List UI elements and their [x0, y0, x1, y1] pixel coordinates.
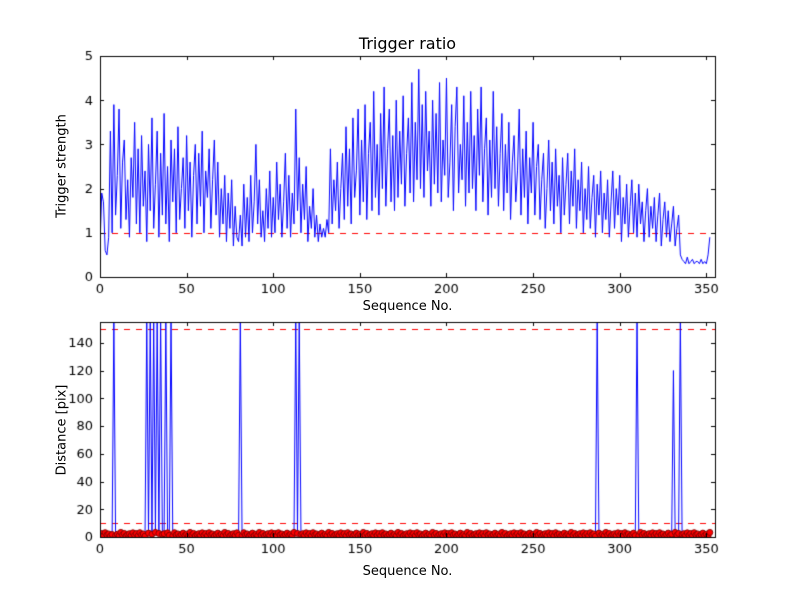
- chart-title: Trigger ratio: [358, 34, 457, 53]
- top-yaxis-label: Trigger strength: [54, 114, 70, 218]
- bottom-xaxis-label: Sequence No.: [362, 564, 453, 579]
- bottom-yaxis-label: Distance [pix]: [54, 384, 70, 476]
- top-xaxis-label: Sequence No.: [362, 299, 453, 314]
